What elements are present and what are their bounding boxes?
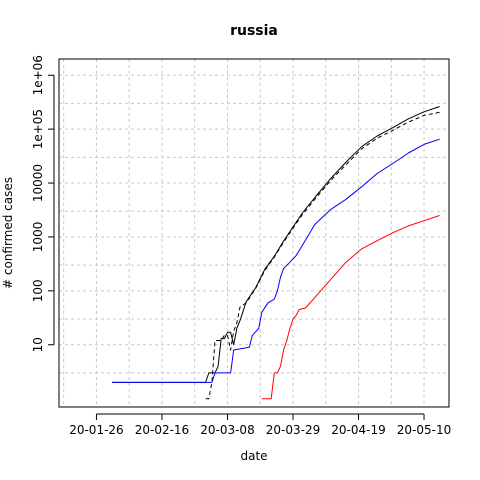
series-line	[261, 215, 440, 400]
y-tick-label: 100	[31, 279, 45, 302]
y-tick-label: 1000	[31, 222, 45, 253]
y-tick-label: 10000	[31, 164, 45, 202]
y-tick-label: 1e+06	[31, 55, 45, 95]
y-axis-label: # confirmed cases	[1, 177, 15, 289]
series-lines	[112, 106, 440, 400]
series-line	[112, 106, 440, 383]
plot-area-frame	[58, 58, 450, 408]
x-axis-label: date	[240, 449, 267, 463]
x-tick-label: 20-03-29	[266, 423, 320, 437]
x-tick-label: 20-05-10	[397, 423, 451, 437]
axes: 20-01-26 20-02-16 20-03-08 20-03-29 20-04-19…	[31, 55, 451, 437]
x-tick-label: 20-03-08	[200, 423, 254, 437]
series-line	[205, 111, 440, 400]
chart-title: russia	[230, 23, 278, 39]
y-tick-label: 1e+05	[31, 109, 45, 149]
x-tick-label: 20-01-26	[69, 423, 123, 437]
x-tick-label: 20-02-16	[135, 423, 189, 437]
grid	[59, 59, 449, 407]
x-tick-label: 20-04-19	[331, 423, 385, 437]
y-tick-label: 10	[31, 337, 45, 352]
series-line	[112, 138, 440, 383]
